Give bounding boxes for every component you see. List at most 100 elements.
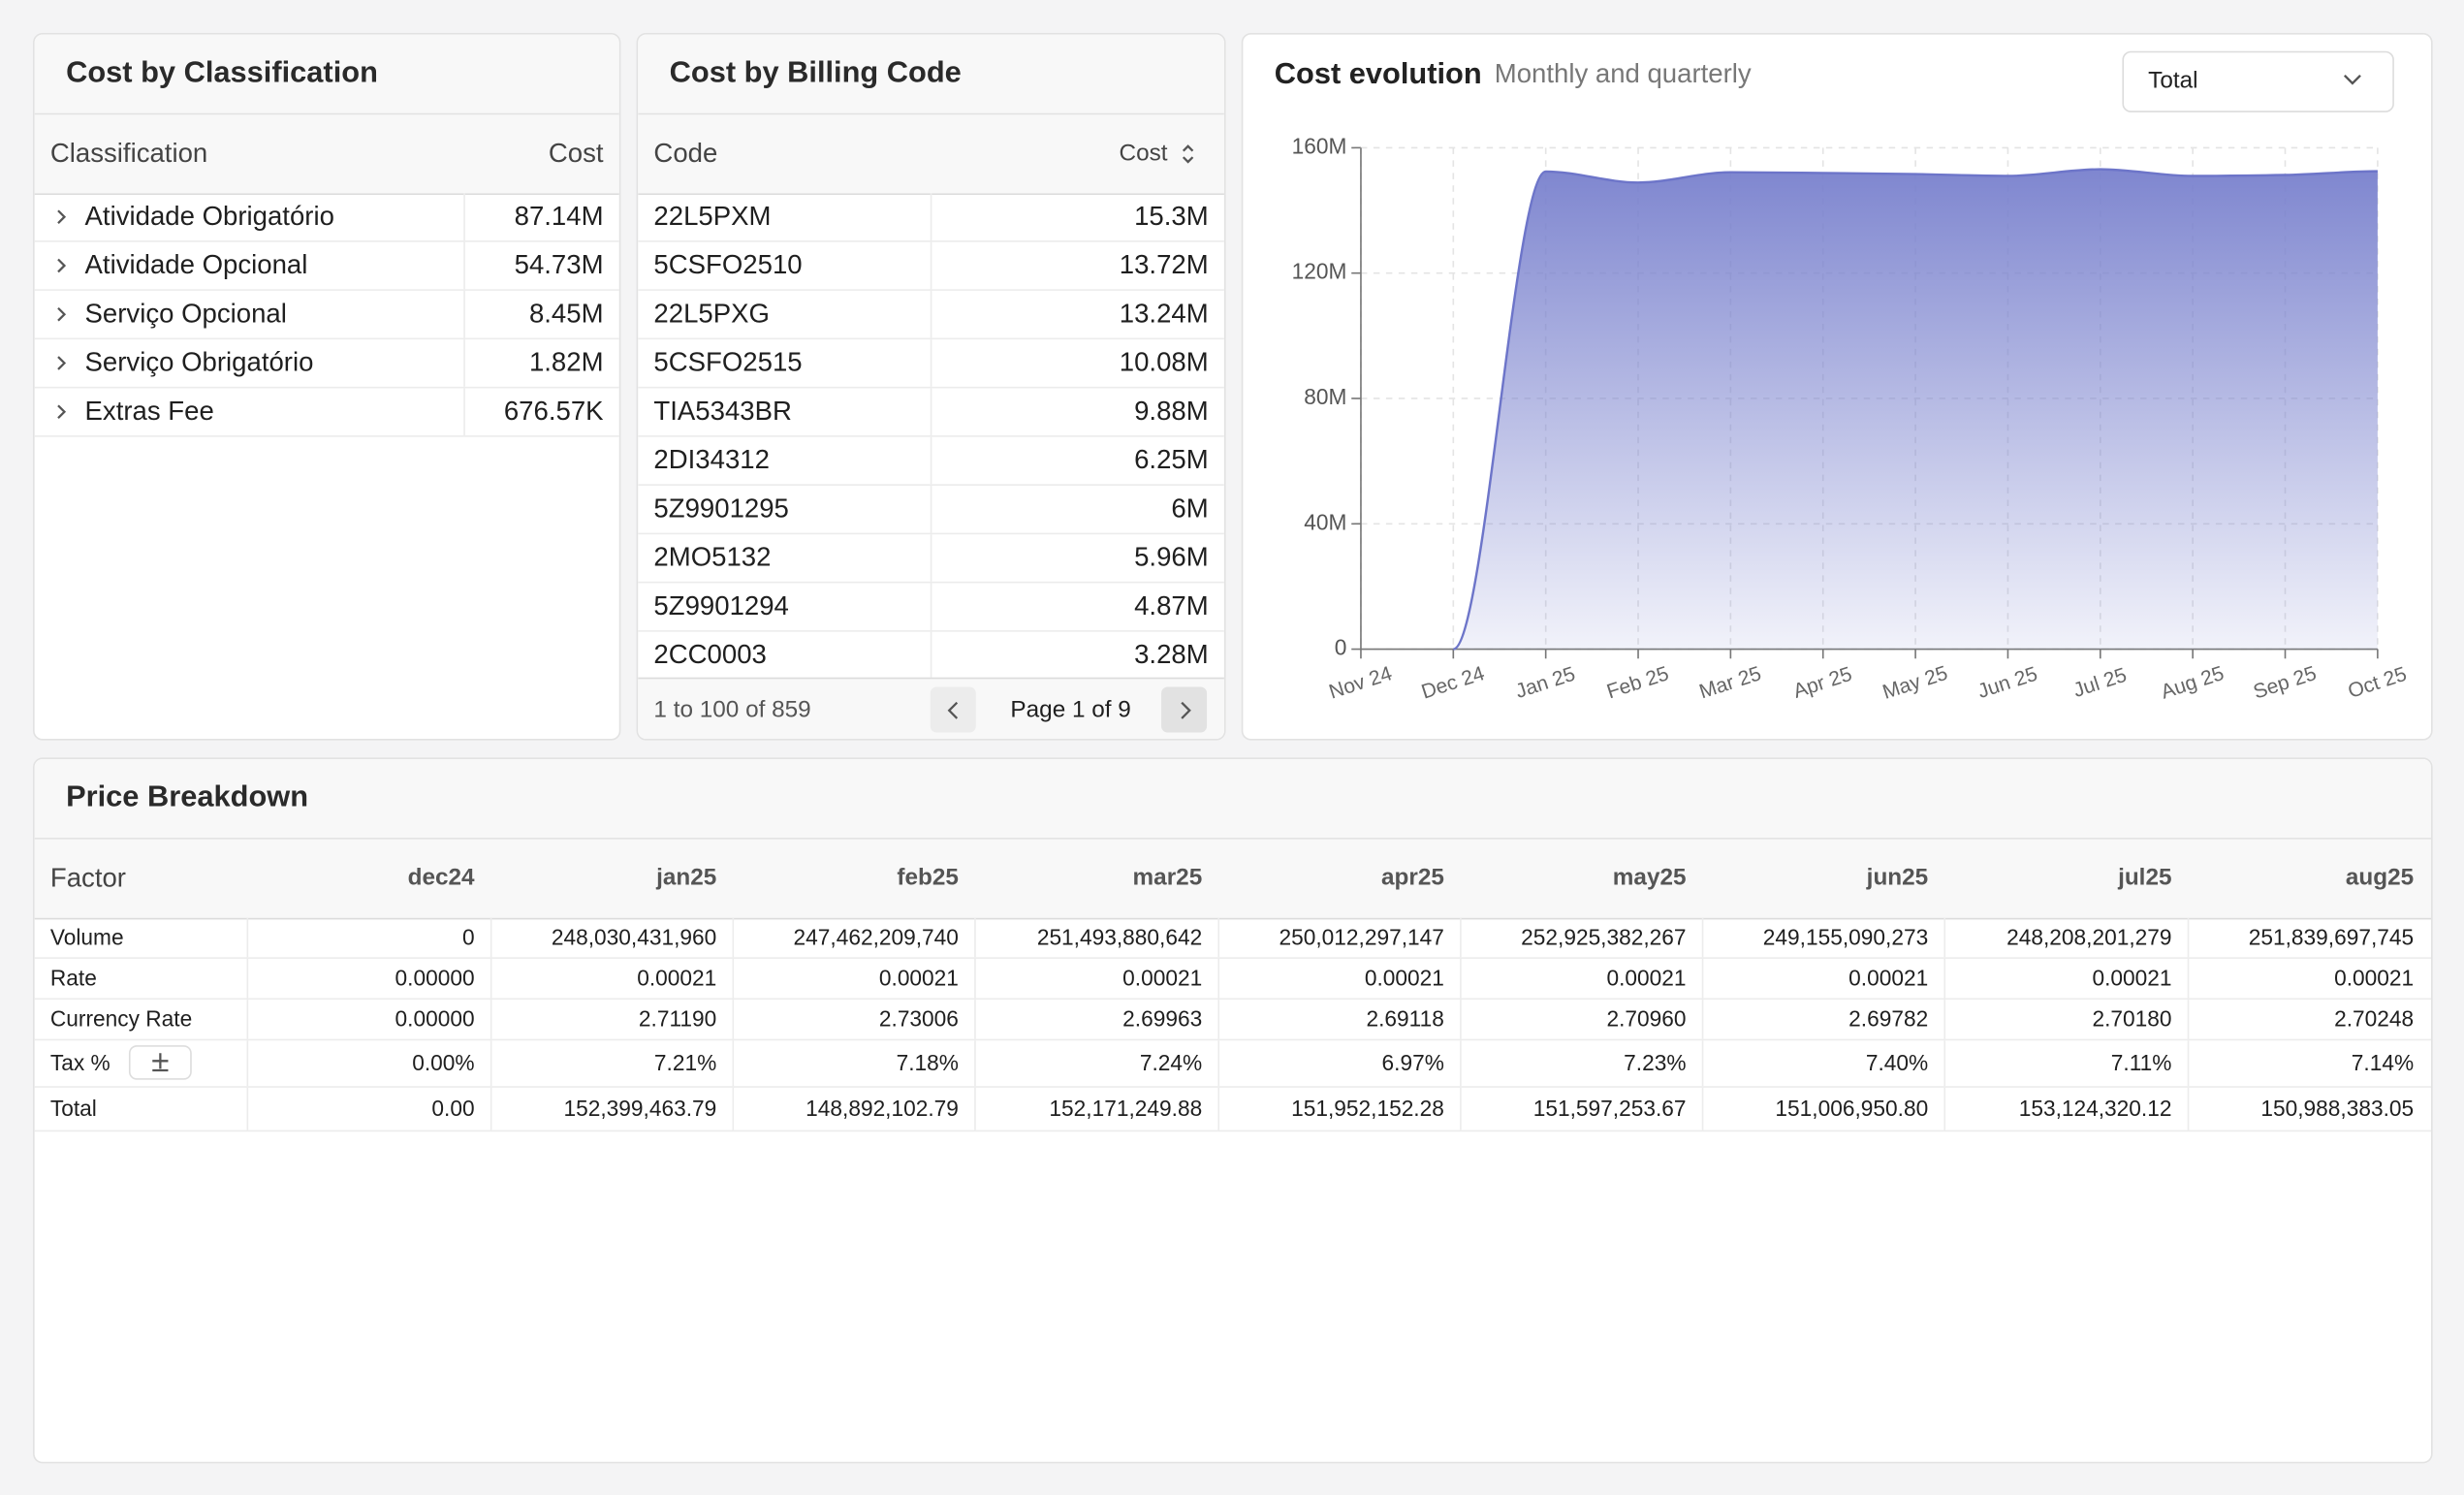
factor-value: 6.97% [1209,1050,1444,1075]
billing-code: 5Z9901295 [653,493,788,525]
panel-title: Cost by Classification [66,56,378,91]
billing-cost: 13.24M [1120,299,1209,330]
factor-value: 152,399,463.79 [481,1096,716,1121]
next-icon[interactable] [1177,699,1195,721]
factor-value: 2.70248 [2178,1006,2414,1032]
column-divider [463,242,465,290]
column-divider [463,388,465,435]
x-tick-label: Dec 24 [1419,662,1488,704]
factor-value: 0.00 [238,1096,474,1121]
price-breakdown-panel: Price Breakdown Factordec24jan25feb25mar… [33,757,2433,1463]
column-divider [931,486,932,533]
prev-page-button[interactable] [931,686,976,732]
column-divider [931,291,932,338]
x-tick-label: May 25 [1880,662,1950,704]
x-tick-label: Nov 24 [1326,662,1395,704]
expand-icon-glyph [58,405,64,418]
adjust-button[interactable] [129,1045,192,1080]
billing-code: 2MO5132 [653,542,771,573]
expand-icon[interactable] [53,207,69,226]
expand-icon[interactable] [53,402,69,421]
billing-panel: Cost by Billing Code CodeCost22L5PXM15.3… [637,33,1226,741]
panel-header: Cost by Billing Code [638,35,1224,115]
factor-value: 0.00021 [966,965,1202,990]
column-header: aug25 [2178,865,2414,892]
expand-icon[interactable] [53,305,69,324]
column-header: jan25 [481,865,716,892]
classification-name: Atividade Obrigatório [85,202,334,233]
factor-value: 0 [238,924,474,949]
x-tick-label: Apr 25 [1790,663,1854,703]
column-header: jul25 [1936,865,2171,892]
column-divider [931,437,932,485]
table-row: 5CSFO251510.08M [638,339,1224,388]
billing-code: TIA5343BR [653,397,791,428]
column-header: mar25 [966,865,1202,892]
billing-code: 22L5PXG [653,299,770,330]
classification-panel: Cost by Classification ClassificationCos… [33,33,620,741]
billing-cost: 3.28M [1134,640,1209,671]
dropdown-value[interactable]: Total [2148,68,2197,94]
plus-minus-icon-glyph [152,1053,168,1070]
expand-icon[interactable] [53,354,69,372]
table-row: 2MO51325.96M [638,534,1224,583]
plus-minus-icon[interactable] [149,1052,172,1074]
billing-cost: 6.25M [1134,445,1209,476]
column-header: Factor [50,863,126,894]
y-tick-label: 120M [1292,259,1347,284]
factor-value: 7.11% [1936,1050,2171,1075]
classification-cost: 54.73M [515,250,604,281]
billing-cost: 6M [1171,493,1208,525]
table-row: Total0.00152,399,463.79148,892,102.79152… [35,1088,2431,1131]
y-tick-label: 160M [1292,133,1347,158]
factor-value: 2.73006 [723,1006,959,1032]
factor-value: 2.70960 [1450,1006,1686,1032]
billing-cost: 10.08M [1120,347,1209,378]
classification-name: Serviço Obrigatório [85,347,314,378]
cost-evolution-panel: Cost evolution Monthly and quarterly Tot… [1242,33,2433,741]
table-row: Serviço Opcional8.45M [35,291,619,339]
column-header: Classification [50,139,207,170]
x-tick-label: Mar 25 [1696,662,1763,703]
y-tick-label: 80M [1304,384,1346,409]
y-tick-label: 40M [1304,509,1346,534]
prev-icon[interactable] [944,699,963,721]
chart-title: Cost evolution [1275,56,1482,90]
factor-value: 2.69118 [1209,1006,1444,1032]
factor-value: 0.00000 [238,965,474,990]
factor-value: 249,155,090,273 [1692,924,1928,949]
billing-cost: 4.87M [1134,591,1209,622]
x-tick-label: Jan 25 [1513,663,1578,703]
factor-value: 250,012,297,147 [1209,924,1444,949]
prev-icon-glyph [949,703,957,718]
next-page-button[interactable] [1161,686,1207,732]
factor-value: 252,925,382,267 [1450,924,1686,949]
factor-value: 7.14% [2178,1050,2414,1075]
billing-code: 22L5PXM [653,202,771,233]
factor-value: 0.00021 [1450,965,1686,990]
factor-value: 7.40% [1692,1050,1928,1075]
factor-value: 0.00021 [1209,965,1444,990]
factor-value: 151,952,152.28 [1209,1096,1444,1121]
column-divider [931,534,932,582]
panel-header: Cost by Classification [35,35,619,115]
sort-icon-glyph [1184,146,1193,162]
sort-icon[interactable] [1181,142,1196,167]
x-tick-label: Feb 25 [1604,662,1671,703]
factor-name: Total [50,1096,97,1121]
billing-code: 5Z9901294 [653,591,788,622]
factor-value: 0.00021 [2178,965,2414,990]
billing-cost: 9.88M [1134,397,1209,428]
factor-value: 7.18% [723,1050,959,1075]
table-row: Atividade Opcional54.73M [35,242,619,291]
factor-value: 0.00021 [481,965,716,990]
table-row: Rate0.000000.000210.000210.000210.000210… [35,959,2431,1000]
table-row: TIA5343BR 9.88M [638,388,1224,436]
factor-value: 150,988,383.05 [2178,1096,2414,1121]
factor-value: 247,462,209,740 [723,924,959,949]
expand-icon[interactable] [53,256,69,274]
factor-value: 152,171,249.88 [966,1096,1202,1121]
factor-value: 0.00021 [1692,965,1928,990]
